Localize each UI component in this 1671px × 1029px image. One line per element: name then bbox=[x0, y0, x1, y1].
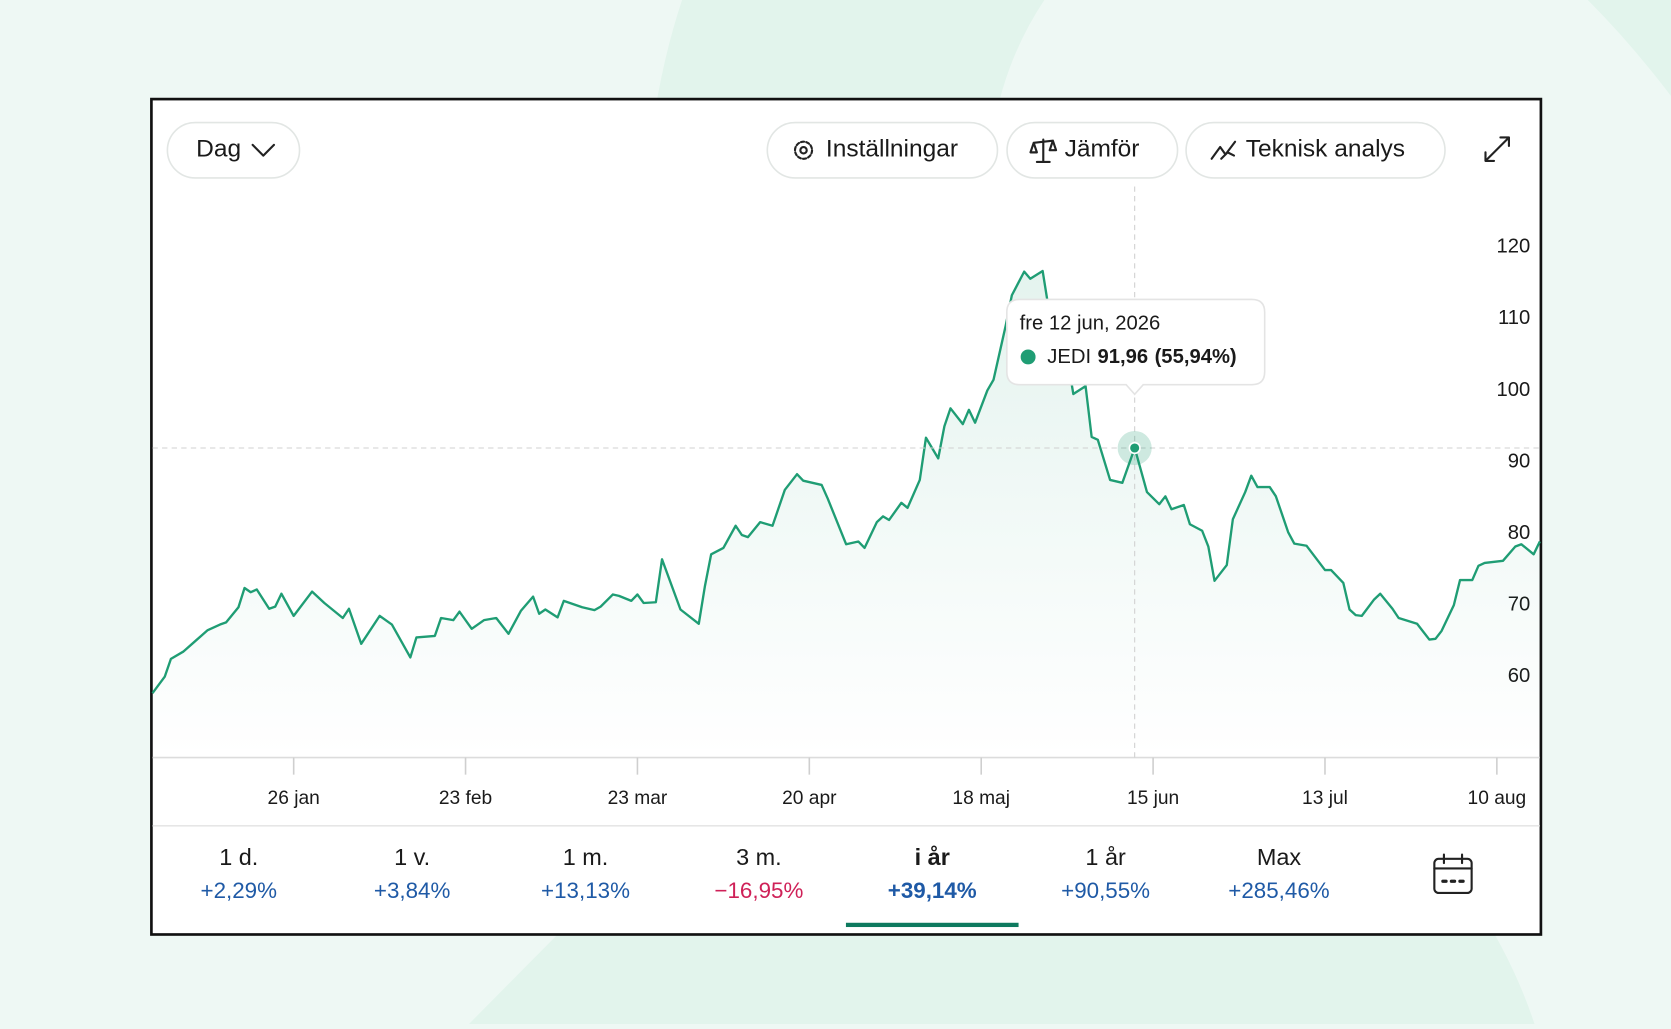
tooltip-date: fre 12 jun, 2026 bbox=[1020, 312, 1161, 334]
area bbox=[152, 270, 1540, 758]
settings-button[interactable] bbox=[766, 121, 999, 179]
tooltip-text: JEDI bbox=[1047, 346, 1091, 368]
x-tick-label: 15 jun bbox=[1127, 788, 1179, 809]
calendar-icon-top bbox=[1433, 853, 1473, 870]
analysis-label: Teknisk analys bbox=[1246, 136, 1405, 163]
period-label: 1 v. bbox=[394, 844, 430, 870]
period-label: 1 m. bbox=[563, 844, 609, 870]
x-tick-label: 20 apr bbox=[782, 788, 837, 809]
period-label: 1 år bbox=[1085, 844, 1126, 870]
toolbar: Dag Inställningar Jämför Teknisk analys bbox=[166, 121, 1510, 179]
bg-shape bbox=[1587, 0, 1671, 96]
cursor-point bbox=[1128, 441, 1141, 455]
period-label: 1 d. bbox=[219, 844, 258, 870]
tooltip-dot bbox=[1020, 349, 1036, 365]
tooltip: fre 12 jun, 2026 JEDI 91,96 (55,94%) bbox=[1006, 298, 1266, 396]
period-selector: 1 d. +2,29% 1 v. +3,84% 1 m. +13,13% 3 m. −16,9… bbox=[201, 844, 1330, 928]
period-change: +285,46% bbox=[1228, 878, 1329, 903]
y-tick-label: 120 bbox=[1496, 236, 1530, 258]
period-option[interactable]: Max +285,46% bbox=[1228, 844, 1329, 903]
interval-label: Dag bbox=[196, 136, 241, 163]
period-change: +2,29% bbox=[201, 878, 278, 903]
analysis-icon bbox=[1210, 140, 1237, 160]
analysis-button[interactable] bbox=[1185, 121, 1446, 179]
period-change: +13,13% bbox=[541, 878, 630, 903]
period-change: +39,14% bbox=[888, 878, 977, 903]
y-tick-label: 80 bbox=[1508, 522, 1531, 544]
period-label: 3 m. bbox=[736, 844, 782, 870]
period-change: +3,84% bbox=[374, 878, 451, 903]
x-tick-label: 26 jan bbox=[268, 788, 320, 809]
period-change: +90,55% bbox=[1061, 878, 1150, 903]
interval-button[interactable] bbox=[166, 121, 301, 179]
period-change: −16,95% bbox=[714, 878, 803, 903]
tooltip-text: 91,96 bbox=[1098, 346, 1149, 368]
gear-icon-center bbox=[799, 145, 808, 155]
chevron-icon bbox=[251, 143, 276, 157]
period-option[interactable]: 1 år +90,55% bbox=[1061, 844, 1150, 903]
tooltip-text: (55,94%) bbox=[1155, 346, 1237, 368]
x-tick-label: 23 mar bbox=[608, 788, 668, 809]
period-label: Max bbox=[1257, 844, 1302, 870]
x-tick-label: 10 aug bbox=[1468, 788, 1527, 809]
active-underline bbox=[845, 922, 1019, 928]
y-tick-label: 90 bbox=[1508, 450, 1531, 472]
y-tick-label: 110 bbox=[1498, 307, 1530, 329]
gear-icon bbox=[793, 140, 814, 160]
settings-label: Inställningar bbox=[826, 136, 958, 163]
calendar-icon bbox=[1433, 857, 1473, 895]
period-option[interactable]: 1 v. +3,84% bbox=[374, 844, 451, 903]
fullscreen-icon[interactable] bbox=[1484, 136, 1510, 162]
chart-card bbox=[150, 97, 1543, 936]
x-tick-label: 13 jul bbox=[1302, 788, 1348, 809]
y-tick-label: 100 bbox=[1496, 379, 1530, 401]
compare-button[interactable] bbox=[1006, 121, 1179, 179]
tooltip-box bbox=[1006, 298, 1266, 396]
compare-label: Jämför bbox=[1065, 136, 1140, 163]
period-option[interactable]: 1 m. +13,13% bbox=[541, 844, 630, 903]
calendar-button[interactable] bbox=[1433, 853, 1473, 895]
x-tick-label: 18 maj bbox=[952, 788, 1010, 809]
x-tick-label: 23 feb bbox=[439, 788, 492, 809]
period-option[interactable]: 1 d. +2,29% bbox=[201, 844, 278, 903]
price-line bbox=[151, 269, 1541, 694]
period-option[interactable]: 3 m. −16,95% bbox=[714, 844, 803, 903]
period-option[interactable]: i år +39,14% bbox=[845, 844, 1019, 928]
period-label: i år bbox=[915, 844, 950, 870]
tooltip-row: JEDI 91,96 (55,94%) bbox=[1047, 346, 1236, 368]
scale-icon bbox=[1029, 138, 1058, 164]
